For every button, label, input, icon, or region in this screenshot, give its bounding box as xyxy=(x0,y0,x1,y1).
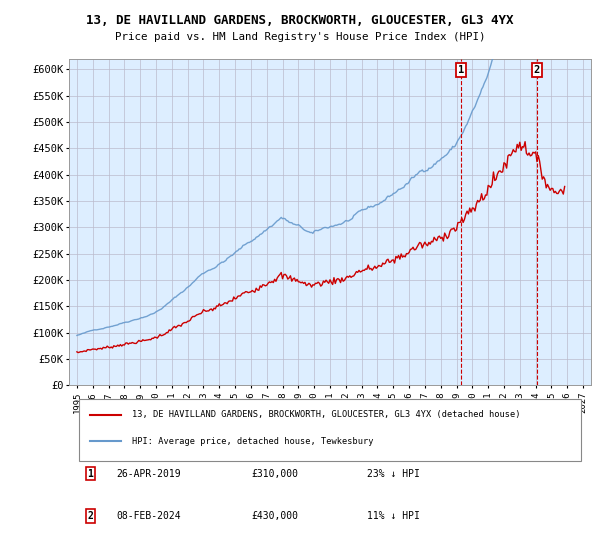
Text: Price paid vs. HM Land Registry's House Price Index (HPI): Price paid vs. HM Land Registry's House … xyxy=(115,32,485,43)
Text: 2: 2 xyxy=(534,65,540,75)
Text: 08-FEB-2024: 08-FEB-2024 xyxy=(116,511,181,521)
Text: 13, DE HAVILLAND GARDENS, BROCKWORTH, GLOUCESTER, GL3 4YX (detached house): 13, DE HAVILLAND GARDENS, BROCKWORTH, GL… xyxy=(131,410,520,419)
Text: 13, DE HAVILLAND GARDENS, BROCKWORTH, GLOUCESTER, GL3 4YX: 13, DE HAVILLAND GARDENS, BROCKWORTH, GL… xyxy=(86,14,514,27)
Text: 23% ↓ HPI: 23% ↓ HPI xyxy=(367,469,419,479)
Text: 1: 1 xyxy=(458,65,464,75)
Text: 11% ↓ HPI: 11% ↓ HPI xyxy=(367,511,419,521)
Text: £430,000: £430,000 xyxy=(252,511,299,521)
Text: HPI: Average price, detached house, Tewkesbury: HPI: Average price, detached house, Tewk… xyxy=(131,436,373,446)
Text: £310,000: £310,000 xyxy=(252,469,299,479)
FancyBboxPatch shape xyxy=(79,399,581,460)
Text: 1: 1 xyxy=(87,469,93,479)
Text: 2: 2 xyxy=(87,511,93,521)
Text: 26-APR-2019: 26-APR-2019 xyxy=(116,469,181,479)
